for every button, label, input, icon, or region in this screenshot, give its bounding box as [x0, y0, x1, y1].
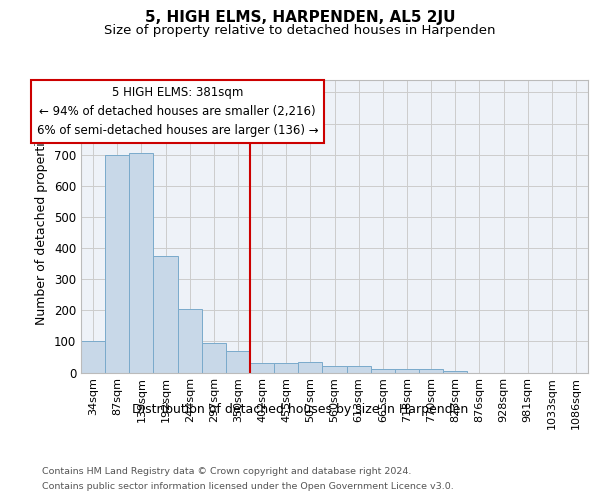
- Text: 5, HIGH ELMS, HARPENDEN, AL5 2JU: 5, HIGH ELMS, HARPENDEN, AL5 2JU: [145, 10, 455, 25]
- Bar: [443, 371, 467, 372]
- Bar: [226, 350, 250, 372]
- Bar: [105, 154, 129, 372]
- Bar: [129, 153, 154, 372]
- Text: 5 HIGH ELMS: 381sqm
← 94% of detached houses are smaller (2,216)
6% of semi-deta: 5 HIGH ELMS: 381sqm ← 94% of detached ho…: [37, 86, 319, 137]
- Bar: [202, 343, 226, 372]
- Bar: [250, 363, 274, 372]
- Bar: [347, 366, 371, 372]
- Bar: [395, 370, 419, 372]
- Y-axis label: Number of detached properties: Number of detached properties: [35, 128, 49, 325]
- Bar: [274, 363, 298, 372]
- Bar: [298, 362, 322, 372]
- Bar: [81, 342, 105, 372]
- Text: Size of property relative to detached houses in Harpenden: Size of property relative to detached ho…: [104, 24, 496, 37]
- Text: Contains public sector information licensed under the Open Government Licence v3: Contains public sector information licen…: [42, 482, 454, 491]
- Bar: [419, 370, 443, 372]
- Bar: [154, 256, 178, 372]
- Bar: [178, 308, 202, 372]
- Text: Distribution of detached houses by size in Harpenden: Distribution of detached houses by size …: [132, 402, 468, 415]
- Bar: [371, 370, 395, 372]
- Bar: [322, 366, 347, 372]
- Text: Contains HM Land Registry data © Crown copyright and database right 2024.: Contains HM Land Registry data © Crown c…: [42, 467, 412, 476]
